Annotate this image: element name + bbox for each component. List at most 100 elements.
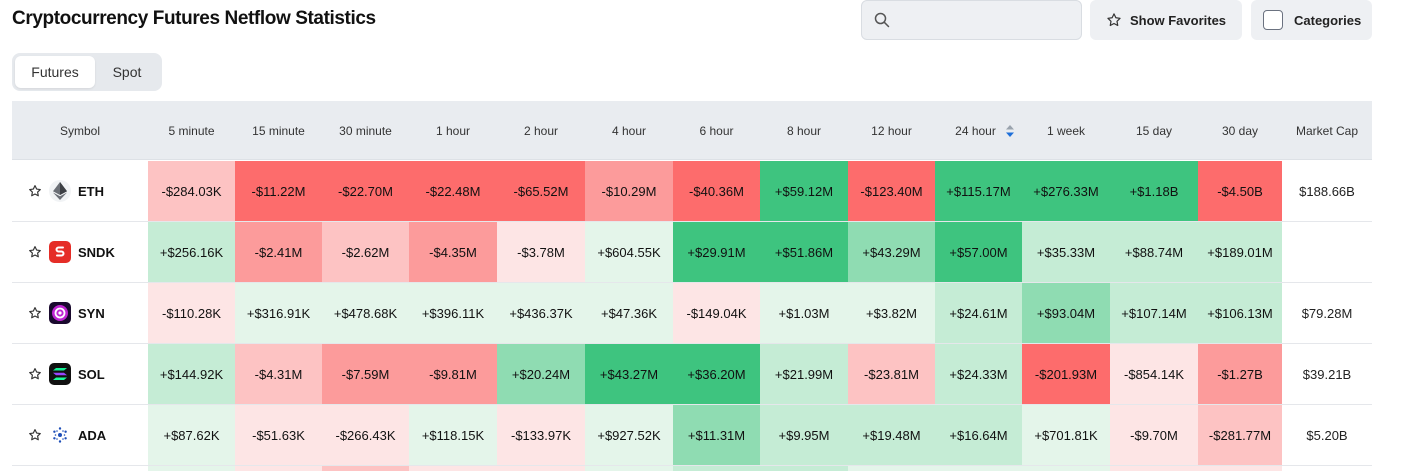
column-header-30-minute[interactable]: 30 minute [322,101,409,160]
page-title: Cryptocurrency Futures Netflow Statistic… [12,8,376,29]
column-header-24-hour[interactable]: 24 hour [935,101,1022,160]
netflow-cell: -$266.43K [322,405,409,465]
table-row[interactable]: ADA +$87.62K -$51.63K -$266.43K +$118.15K -$1… [12,405,1372,466]
netflow-cell: +$57.00M [935,222,1022,282]
netflow-cell: -$2.41M [235,222,322,282]
search-input[interactable] [861,0,1082,40]
netflow-cell: -$11.22M [235,161,322,221]
netflow-cell: +$35.33M [1022,222,1110,282]
column-header-label: 15 day [1135,123,1173,138]
symbol-label[interactable]: SOL [78,366,105,382]
netflow-cell-partial [935,466,1022,471]
column-header-label: 30 minute [339,123,392,138]
symbol-label[interactable]: ADA [78,427,107,443]
netflow-cell: -$123.40M [848,161,935,221]
table-row[interactable]: SOL +$144.92K -$4.31M -$7.59M -$9.81M +$20.24… [12,344,1372,405]
symbol-cell: SNDK [12,222,148,282]
favorite-star-icon[interactable] [28,428,42,442]
column-header-label: 1 week [1046,123,1086,138]
symbol-label[interactable]: SNDK [78,244,115,260]
column-header-8-hour[interactable]: 8 hour [760,101,848,160]
netflow-cell: +$9.95M [760,405,848,465]
netflow-table: Symbol 5 minute 15 minute 30 minute 1 hour 2 … [12,101,1372,471]
netflow-cell: -$281.77M [1198,405,1282,465]
netflow-cell: -$10.29M [585,161,673,221]
netflow-cell: -$7.59M [322,344,409,404]
column-header-5-minute[interactable]: 5 minute [148,101,235,160]
column-header-label: 12 hour [871,123,912,138]
column-header-label: 4 hour [611,123,647,138]
tab-spot[interactable]: Spot [112,64,142,80]
column-header-15-minute[interactable]: 15 minute [235,101,322,160]
netflow-cell: +$87.62K [148,405,235,465]
table-row[interactable]: SYN -$110.28K +$316.91K +$478.68K +$396.11K +… [12,283,1372,344]
show-favorites-button[interactable]: Show Favorites [1090,0,1242,40]
column-header-12-hour[interactable]: 12 hour [848,101,935,160]
eth-icon [49,180,71,202]
netflow-cell: +$1.03M [760,283,848,343]
netflow-cell: +$478.68K [322,283,409,343]
market-cap-cell [1282,222,1372,282]
show-favorites-label: Show Favorites [1129,12,1227,28]
netflow-cell: -$1.27B [1198,344,1282,404]
market-cap-cell: $39.21B [1302,366,1352,382]
table-header: Symbol 5 minute 15 minute 30 minute 1 hour 2 … [12,101,1372,160]
categories-checkbox[interactable] [1263,10,1283,30]
column-header-1-hour[interactable]: 1 hour [409,101,497,160]
favorite-star-icon[interactable] [28,184,42,198]
market-cap-cell: $79.28M [1301,305,1353,321]
column-header-symbol[interactable]: Symbol [12,101,148,160]
table-row[interactable]: SNDK +$256.16K -$2.41M -$2.62M -$4.35M -$3.78… [12,222,1372,283]
sort-icon[interactable] [1005,124,1014,137]
netflow-cell: +$88.74M [1110,222,1198,282]
market-tabs: Futures Spot [12,53,162,91]
netflow-cell: +$927.52K [585,405,673,465]
netflow-cell: -$4.31M [235,344,322,404]
symbol-cell: ETH [12,161,148,221]
favorite-star-icon[interactable] [28,245,42,259]
netflow-cell: +$106.13M [1198,283,1282,343]
symbol-cell: SOL [12,344,148,404]
tab-futures[interactable]: Futures [15,56,95,88]
symbol-cell: ADA [12,405,148,465]
netflow-cell: +$19.48M [848,405,935,465]
column-header-market-cap[interactable]: Market Cap [1282,101,1372,160]
favorite-star-icon[interactable] [28,367,42,381]
column-header-15-day[interactable]: 15 day [1110,101,1198,160]
netflow-cell: -$40.36M [673,161,760,221]
column-header-label: 1 hour [435,123,471,138]
netflow-cell-partial [497,466,585,471]
table-row[interactable]: ETH -$284.03K -$11.22M -$22.70M -$22.48M -$65… [12,161,1372,222]
column-header-30-day[interactable]: 30 day [1198,101,1282,160]
netflow-cell: +$118.15K [409,405,497,465]
netflow-cell: -$110.28K [148,283,235,343]
column-header-label: 15 minute [252,123,305,138]
column-header-1-week[interactable]: 1 week [1022,101,1110,160]
netflow-cell: +$51.86M [760,222,848,282]
symbol-label[interactable]: SYN [78,305,105,321]
netflow-cell: +$396.11K [409,283,497,343]
column-header-label: 24 hour [955,123,996,138]
netflow-cell: +$604.55K [585,222,673,282]
netflow-cell: -$65.52M [497,161,585,221]
categories-button[interactable]: Categories [1251,0,1372,40]
column-header-4-hour[interactable]: 4 hour [585,101,673,160]
netflow-cell-partial [760,466,848,471]
netflow-cell: +$47.36K [585,283,673,343]
netflow-cell-partial [1022,466,1110,471]
netflow-cell-partial [673,466,760,471]
netflow-cell: +$107.14M [1110,283,1198,343]
symbol-label[interactable]: ETH [78,183,104,199]
syn-icon [49,302,71,324]
market-cap-cell: $5.20B [1306,427,1348,443]
column-header-6-hour[interactable]: 6 hour [673,101,760,160]
netflow-cell: -$854.14K [1110,344,1198,404]
netflow-cell: -$3.78M [497,222,585,282]
column-header-label: 8 hour [786,123,822,138]
column-header-2-hour[interactable]: 2 hour [497,101,585,160]
favorite-star-icon[interactable] [28,306,42,320]
sol-icon [49,363,71,385]
netflow-cell-partial [322,466,409,471]
netflow-cell: -$284.03K [148,161,235,221]
column-header-label: 30 day [1221,123,1259,138]
